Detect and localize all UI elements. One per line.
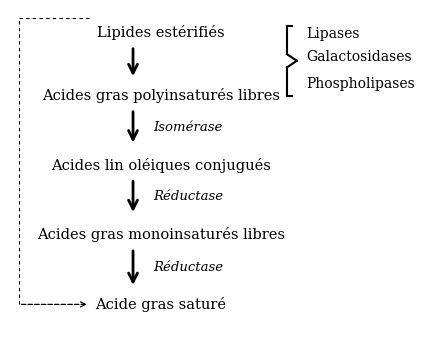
Text: Isomérase: Isomérase [153, 121, 222, 133]
Text: Lipides estérifiés: Lipides estérifiés [97, 25, 225, 40]
Text: Galactosidases: Galactosidases [307, 51, 412, 64]
Text: Acides gras polyinsaturés libres: Acides gras polyinsaturés libres [41, 88, 280, 103]
Text: Acides lin oléiques conjugués: Acides lin oléiques conjugués [51, 158, 270, 173]
Text: Réductase: Réductase [153, 190, 223, 203]
Text: Réductase: Réductase [153, 262, 223, 274]
Text: Phospholipases: Phospholipases [307, 77, 416, 91]
Text: Acide gras saturé: Acide gras saturé [95, 297, 226, 312]
Text: Lipases: Lipases [307, 27, 360, 41]
Text: Acides gras monoinsaturés libres: Acides gras monoinsaturés libres [37, 227, 285, 242]
